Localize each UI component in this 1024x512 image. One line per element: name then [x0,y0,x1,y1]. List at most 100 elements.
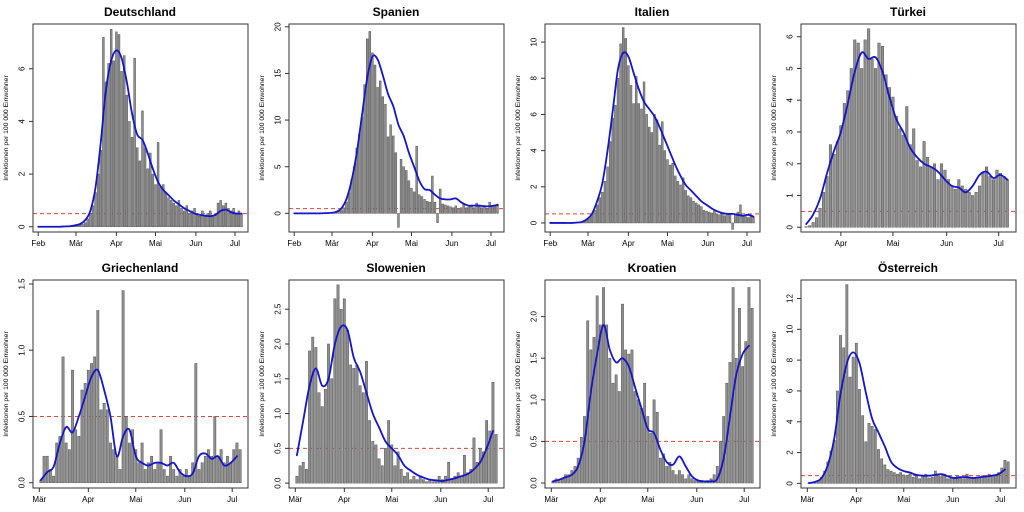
bar [109,29,113,227]
bar [684,190,687,224]
bar [804,226,808,228]
bar [822,192,826,228]
bar [611,117,614,224]
y-axis-label: Infektionen per 100 000 Einwohner [771,331,778,437]
bar [121,290,125,483]
bar [459,207,463,214]
plot-area: 0 2 4 6 8 10 12 Mär Apr Mai Jun Jul [786,279,1017,504]
bar [815,217,819,228]
bar [115,31,118,227]
chart-panel-spanien: Spanien Infektionen per 100 000 Einwohne… [256,0,512,256]
bar [637,103,641,224]
y-tick-label: 0 [18,224,27,229]
bar [905,106,909,228]
bar [488,430,492,484]
bar [671,470,675,484]
bar [162,184,165,227]
bar [835,141,839,228]
bar [314,347,318,484]
bar [159,429,163,483]
bar [175,205,178,227]
y-tick-label: 0.5 [18,410,27,422]
bar [828,144,832,228]
bar [379,80,382,214]
bar [165,475,169,483]
y-tick-label: 6 [786,388,795,393]
bar [447,462,451,484]
plot-area: 0 1 2 3 4 5 6 Apr Mai Jun Jul [786,23,1017,248]
bar [908,144,912,228]
bar [884,74,888,228]
bar [425,200,429,214]
bar [940,476,944,484]
data-layer [289,284,504,484]
bar [693,480,697,484]
bar [608,141,612,224]
bar [662,453,665,484]
bar [668,164,672,224]
x-tick-label: Jul [483,495,493,504]
bar [677,470,681,484]
bar [433,201,437,214]
bar [867,423,871,484]
bar [851,356,855,484]
bar [858,389,861,484]
bar [943,169,947,228]
bar [697,204,700,224]
x-tick-label: Jul [230,239,240,248]
y-tick-label: 2 [786,161,795,166]
bar [403,475,406,484]
bar [409,479,413,484]
bar [867,28,871,228]
bar [374,444,378,484]
bar [384,103,387,214]
plot-box [32,279,249,489]
bar [630,349,634,484]
bar [377,458,381,484]
bar [203,215,207,227]
bar [880,45,884,228]
bar [818,207,822,228]
y-tick-label: 2.0 [530,310,539,322]
chart-plot: Griechenland Infektionen per 100 000 Ein… [0,256,256,512]
bar [146,168,149,227]
y-axis-label: Infektionen per 100 000 Einwohner [515,331,522,437]
chart-title: Kroatien [628,261,677,275]
x-tick-label: Apr [835,239,848,248]
bar [465,207,468,214]
bar [826,461,830,484]
bar [1005,179,1009,228]
bar [128,121,131,227]
data-layer [801,28,1016,228]
y-tick-label: 0.0 [18,477,27,489]
bar [96,310,100,483]
bar [226,455,229,483]
y-tick-label: 1.5 [18,278,27,290]
x-tick-label: Feb [287,239,301,248]
bar [412,475,416,484]
bar [643,382,646,484]
bar [839,335,842,484]
x-tick-label: Feb [31,239,45,248]
y-tick-label: 2 [786,450,795,455]
bar [624,349,628,484]
bar [981,475,985,484]
bar [141,110,144,227]
bar [655,412,659,484]
bar [901,134,905,228]
bar [617,391,621,484]
plot-box [544,279,761,489]
bar [194,363,198,483]
bar [898,128,902,228]
bar [240,213,243,227]
x-tick-label: Mär [325,239,339,248]
bar [123,55,126,227]
bar [602,287,605,484]
chart-title: Türkei [890,5,926,19]
bar [964,188,968,228]
bar [389,124,392,214]
x-axis: Feb Mär Apr Mai Jun Jul [31,232,240,248]
bar [462,203,465,214]
bar [421,479,425,484]
bar [235,213,238,227]
